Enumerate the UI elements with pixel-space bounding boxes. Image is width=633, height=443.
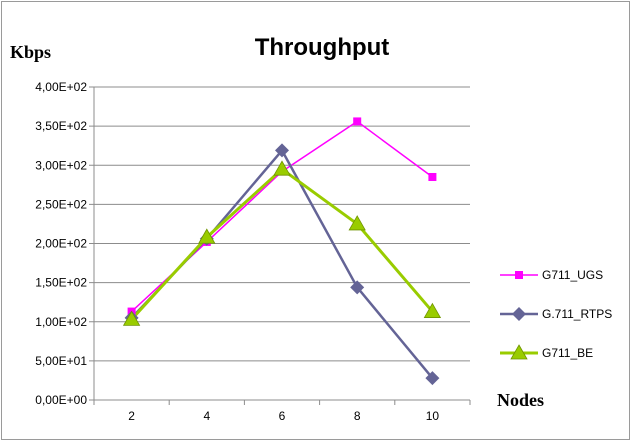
y-tick-label: 3,00E+02	[35, 158, 87, 172]
y-tick-label: 4,00E+02	[35, 80, 87, 94]
x-tick-label: 10	[426, 409, 440, 423]
data-point	[275, 143, 289, 158]
data-point	[425, 371, 440, 386]
x-tick-label: 6	[279, 409, 286, 423]
series-line-2	[130, 167, 434, 321]
x-tick-label: 8	[354, 409, 361, 423]
legend-marker	[512, 307, 526, 321]
x-tick-label: 2	[128, 409, 135, 423]
data-point	[122, 310, 141, 326]
y-tick-label: 1,50E+02	[35, 276, 87, 290]
legend-label: G.711_RTPS	[542, 307, 612, 321]
y-tick-label: 0,00E+00	[35, 393, 87, 407]
legend-label: G711_BE	[542, 346, 593, 360]
data-point	[428, 172, 437, 181]
y-tick-label: 2,50E+02	[35, 197, 87, 211]
series-line-1	[130, 148, 434, 379]
y-tick-label: 3,50E+02	[35, 119, 87, 133]
x-tick-label: 4	[203, 409, 210, 423]
legend-label: G711_UGS	[542, 268, 603, 282]
data-point	[423, 302, 442, 318]
data-point	[350, 280, 365, 295]
y-tick-label: 5,00E+01	[35, 354, 87, 368]
legend-marker	[510, 344, 528, 360]
data-point	[273, 160, 291, 176]
data-point	[353, 117, 362, 126]
data-point	[198, 228, 216, 244]
y-tick-label: 2,00E+02	[35, 237, 87, 251]
chart-title: Throughput	[255, 34, 390, 61]
x-axis-label: Nodes	[497, 390, 544, 410]
y-axis-label: Kbps	[10, 42, 51, 62]
data-point	[348, 215, 366, 231]
y-tick-label: 1,00E+02	[35, 315, 87, 329]
legend-marker	[515, 271, 523, 279]
